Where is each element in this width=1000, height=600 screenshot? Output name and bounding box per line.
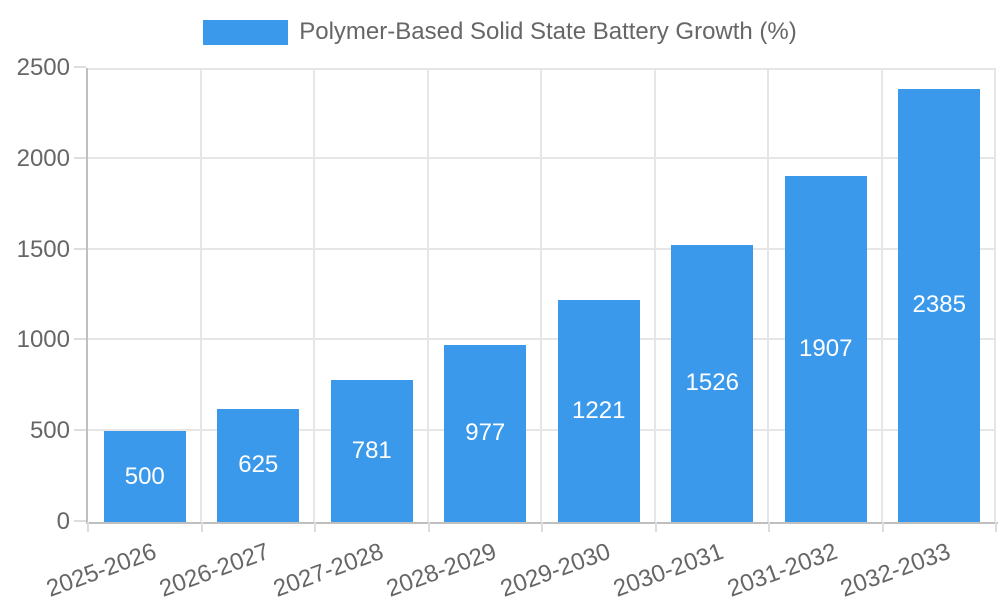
x-tick-label: 2025-2026: [42, 538, 160, 600]
bar[interactable]: 977: [444, 344, 527, 522]
x-tick-mark: [200, 522, 203, 532]
v-gridline: [426, 68, 429, 522]
x-tick-label: 2026-2027: [156, 538, 274, 600]
x-tick-mark: [881, 522, 884, 532]
y-tick-label: 1000: [16, 326, 70, 354]
y-tick-mark: [74, 338, 86, 341]
y-tick-label: 500: [29, 417, 70, 445]
bar[interactable]: 781: [330, 380, 413, 522]
x-tick-mark: [314, 522, 316, 532]
x-tick-label: 2029-2030: [496, 538, 614, 600]
h-gridline: [88, 429, 996, 432]
bar-value-label: 2385: [912, 291, 966, 319]
y-tick-mark: [74, 156, 86, 159]
v-gridline: [767, 68, 769, 522]
bar-value-label: 625: [238, 451, 279, 479]
plot-area: 500 625 781 977 1221 1526 1907 2385: [86, 68, 998, 524]
x-tick-label: 2028-2029: [383, 538, 501, 600]
y-tick-label: 2000: [16, 144, 70, 172]
y-axis-line: [86, 68, 88, 522]
v-gridline: [653, 68, 656, 522]
y-tick-mark: [74, 247, 86, 250]
bar-value-label: 977: [465, 419, 506, 447]
bar[interactable]: 2385: [898, 88, 981, 522]
bar[interactable]: 1526: [671, 244, 754, 522]
chart-legend[interactable]: Polymer-Based Solid State Battery Growth…: [0, 18, 1000, 46]
y-tick-label: 1500: [16, 235, 70, 263]
x-tick-mark: [995, 522, 997, 532]
x-tick-label: 2027-2028: [269, 538, 387, 600]
y-tick-mark: [74, 429, 86, 432]
h-gridline: [88, 156, 996, 159]
x-tick-label: 2032-2033: [837, 538, 955, 600]
bar-value-label: 1526: [685, 369, 739, 397]
v-gridline: [540, 68, 542, 522]
h-gridline: [88, 247, 996, 250]
bar[interactable]: 625: [217, 408, 300, 522]
x-tick-mark: [654, 522, 657, 532]
x-tick-label: 2031-2032: [723, 538, 841, 600]
h-gridline: [88, 68, 996, 70]
x-tick-mark: [768, 522, 770, 532]
bar-value-label: 500: [124, 462, 165, 490]
y-tick-mark: [74, 66, 86, 68]
v-gridline: [199, 68, 202, 522]
legend-label: Polymer-Based Solid State Battery Growth…: [299, 18, 797, 45]
bar[interactable]: 500: [103, 431, 186, 522]
bar[interactable]: 1221: [557, 300, 640, 522]
y-tick-label: 0: [56, 508, 70, 535]
h-gridline: [88, 338, 996, 341]
bar-value-label: 1907: [799, 334, 853, 362]
bar-value-label: 781: [351, 437, 392, 465]
bar[interactable]: 1907: [784, 175, 867, 522]
v-gridline: [994, 68, 996, 522]
x-tick-mark: [427, 522, 430, 532]
v-gridline: [880, 68, 883, 522]
bar-value-label: 1221: [572, 397, 626, 425]
y-tick-mark: [74, 520, 86, 522]
x-tick-label: 2030-2031: [610, 538, 728, 600]
x-tick-mark: [87, 522, 89, 532]
v-gridline: [313, 68, 315, 522]
x-tick-mark: [541, 522, 543, 532]
legend-swatch-icon: [203, 19, 289, 45]
y-tick-label: 2500: [16, 54, 70, 81]
